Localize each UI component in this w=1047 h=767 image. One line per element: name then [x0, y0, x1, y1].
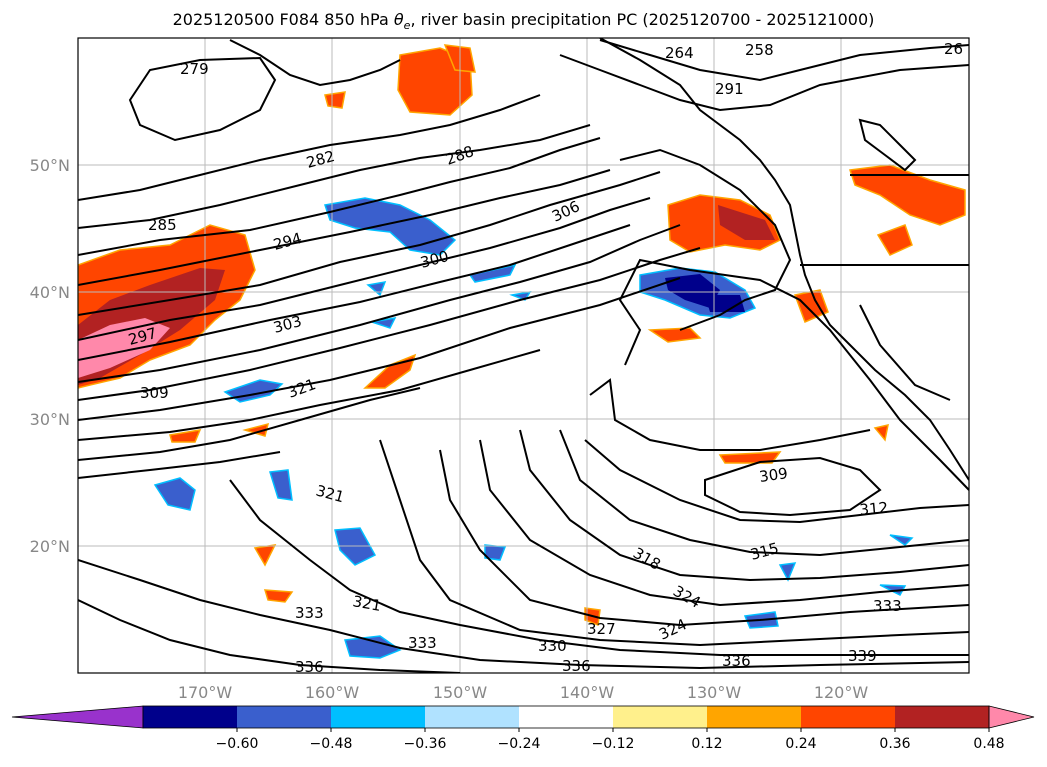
- contour-label: 333: [408, 634, 437, 652]
- contour-label: 309: [758, 464, 789, 486]
- lat-label: 20°N: [30, 537, 70, 556]
- coastlines: [229, 38, 969, 481]
- title-theta: θ: [393, 10, 404, 29]
- lat-label: 40°N: [30, 283, 70, 302]
- title-text-1: 2025120500 F084 850 hPa: [172, 10, 394, 29]
- map-area: 279 282 285 288 294 297 300 303 306 309 …: [78, 38, 969, 676]
- contour-label: 312: [859, 499, 889, 519]
- colorbar-segment: [613, 706, 708, 728]
- colorbar-tick-label: 0.36: [879, 736, 910, 752]
- colorbar-tick-label: 0.24: [785, 736, 816, 752]
- lat-label: 30°N: [30, 410, 70, 429]
- contour-label: 258: [745, 41, 774, 59]
- colorbar-segment: [519, 706, 614, 728]
- contour-label: 333: [873, 597, 902, 615]
- lon-label: 160°W: [305, 683, 360, 702]
- colorbar-tick-label: 0.12: [691, 736, 722, 752]
- contour-label: 336: [722, 652, 751, 670]
- lat-label: 50°N: [30, 156, 70, 175]
- colorbar-tick-label: −0.60: [216, 736, 259, 752]
- colorbar: −0.60 −0.48 −0.36 −0.24 −0.12 0.12 0.24 0.36 0.4…: [11, 705, 1035, 752]
- colorbar-segment: [237, 706, 332, 728]
- colorbar-segment: [895, 706, 990, 728]
- colorbar-segment: [143, 706, 238, 728]
- contour-label: 321: [351, 592, 382, 615]
- figure-title: 2025120500 F084 850 hPa θe, river basin …: [0, 10, 1047, 32]
- colorbar-segment: [425, 706, 520, 728]
- theta-e-contours: [78, 39, 969, 673]
- lon-label: 170°W: [178, 683, 233, 702]
- contour-label: 309: [140, 384, 169, 402]
- colorbar-tick-label: −0.12: [592, 736, 635, 752]
- lat-labels: 50°N 40°N 30°N 20°N: [30, 156, 70, 556]
- title-text-2: , river basin precipitation PC (20251207…: [410, 10, 875, 29]
- lon-label: 130°W: [687, 683, 742, 702]
- lon-label: 120°W: [814, 683, 869, 702]
- colorbar-tick-label: 0.48: [973, 736, 1004, 752]
- contour-label: 330: [538, 637, 567, 655]
- contour-label: 336: [295, 658, 324, 676]
- colorbar-tick-label: −0.36: [404, 736, 447, 752]
- contour-label: 264: [665, 44, 694, 62]
- contour-label: 26: [944, 40, 963, 58]
- contour-label: 285: [148, 216, 177, 234]
- title-theta-sub: e: [403, 19, 411, 33]
- map-frame: [77, 37, 970, 674]
- negative-shading: [153, 197, 914, 659]
- contour-label: 291: [715, 80, 744, 98]
- lon-label: 140°W: [560, 683, 615, 702]
- contour-label: 336: [562, 657, 591, 675]
- colorbar-segment: [331, 706, 426, 728]
- colorbar-extend-high: [988, 705, 1035, 729]
- contour-label: 339: [848, 647, 877, 665]
- colorbar-frame: [142, 705, 990, 729]
- contour-label: 279: [180, 60, 209, 78]
- colorbar-extend-low: [11, 705, 144, 729]
- contour-label: 333: [295, 604, 324, 622]
- colorbar-tick-label: −0.24: [498, 736, 541, 752]
- lon-labels: 170°W 160°W 150°W 140°W 130°W 120°W: [178, 683, 869, 702]
- colorbar-tick-label: −0.48: [310, 736, 353, 752]
- lon-label: 150°W: [433, 683, 488, 702]
- contour-label: 327: [587, 620, 616, 638]
- colorbar-segment: [707, 706, 802, 728]
- colorbar-segment: [801, 706, 896, 728]
